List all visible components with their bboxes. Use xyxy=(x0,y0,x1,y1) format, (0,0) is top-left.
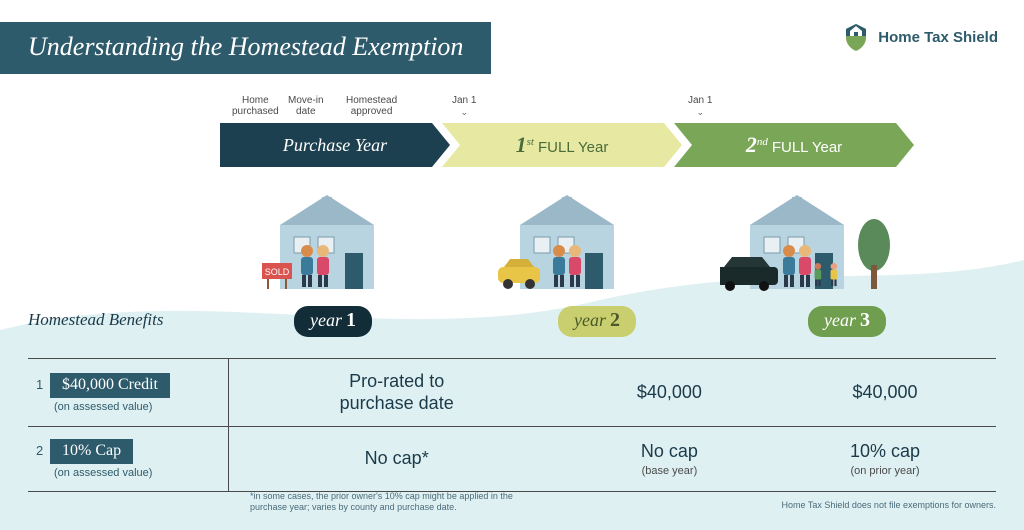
timeline: Home purchased⌄Move-in date⌄Homestead ap… xyxy=(220,95,980,173)
timeline-arrow-1: Purchase Year xyxy=(220,123,450,167)
table-cell: $40,000 xyxy=(565,359,774,427)
table-cell: $40,000 xyxy=(774,359,996,427)
timeline-marker: Jan 1⌄ xyxy=(452,95,476,118)
svg-text:SOLD: SOLD xyxy=(265,267,290,277)
year-pill-3: year 3 xyxy=(808,306,886,337)
timeline-marker: Jan 1⌄ xyxy=(688,95,712,118)
brand-name: Home Tax Shield xyxy=(878,29,998,46)
benefits-table: Homestead Benefits year 1year 2year 3 1$… xyxy=(28,310,996,492)
year-pill-2: year 2 xyxy=(558,306,636,337)
page-title: Understanding the Homestead Exemption xyxy=(0,22,491,74)
house-scene-3 xyxy=(720,185,900,300)
table-row: 1$40,000 Credit(on assessed value)Pro-ra… xyxy=(28,359,996,427)
house-scene-2 xyxy=(490,185,670,300)
footnote-left: *in some cases, the prior owner's 10% ca… xyxy=(250,491,550,514)
table-cell: No cap(base year) xyxy=(565,427,774,492)
table-cell: 10% cap(on prior year) xyxy=(774,427,996,492)
table-cell: Pro-rated to purchase date xyxy=(228,359,565,427)
brand-logo: Home Tax Shield xyxy=(842,22,998,52)
house-illustrations: SOLD xyxy=(220,170,980,300)
timeline-arrow-2: 1stFULL Year xyxy=(442,123,682,167)
shield-house-icon xyxy=(842,22,870,52)
house-scene-1: SOLD xyxy=(250,185,430,300)
year-pill-1: year 1 xyxy=(294,306,372,337)
timeline-arrow-3: 2ndFULL Year xyxy=(674,123,914,167)
table-cell: No cap* xyxy=(228,427,565,492)
footnote-right: Home Tax Shield does not file exemptions… xyxy=(782,500,996,512)
table-row: 210% Cap(on assessed value)No cap*No cap… xyxy=(28,427,996,492)
